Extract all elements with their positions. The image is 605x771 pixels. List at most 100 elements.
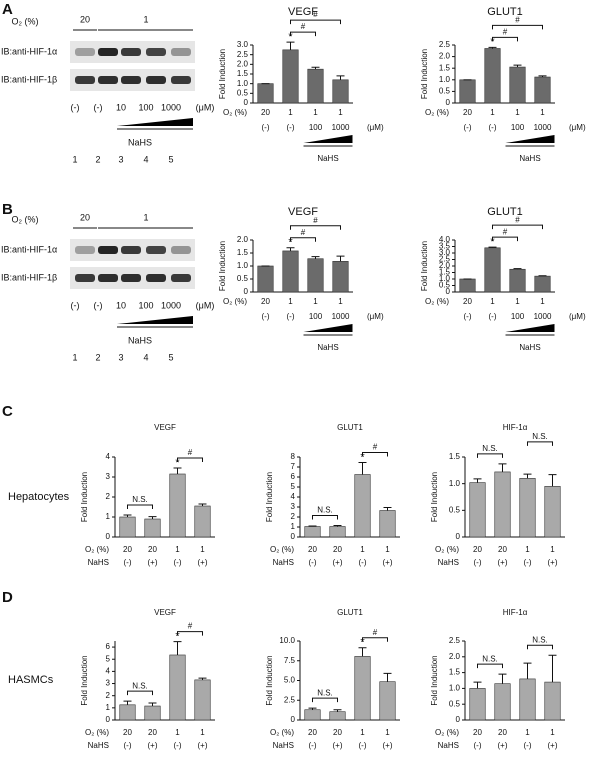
error-bar [383,507,392,511]
y-tick-label: 0 [244,98,249,107]
dose-label: 100 [138,300,153,310]
error-bar [358,647,367,657]
x-category: 20 [308,728,317,737]
y-tick-label: 3.0 [237,40,249,49]
significance-star: * [175,631,180,643]
bracket-label: N.S. [317,688,333,697]
bracket [477,453,503,458]
treatment-value: (-) [489,123,497,132]
bracket [290,237,316,242]
treatment-row-label: NaHS [88,558,109,567]
bar [282,250,299,293]
y-tick-label: 2 [106,492,111,501]
treatment-value: 1000 [534,123,552,132]
bar [194,505,211,538]
treatment-unit: (μM) [569,123,586,132]
treatment-value: (+) [148,558,158,567]
x-category: 20 [123,545,132,554]
treatment-unit: (μM) [367,123,384,132]
treatment-label: NaHS [317,343,338,352]
y-tick-label: 7 [291,462,296,471]
treatment-value: 1000 [332,123,350,132]
lane-number: 2 [95,352,100,362]
significance-star: * [490,36,495,48]
x-row-label: O₂ (%) [425,297,449,306]
significance-star: * [288,237,293,249]
dose-label: 1000 [161,300,181,310]
treatment-label: NaHS [128,335,152,345]
x-category: 20 [473,545,482,554]
y-tick-label: 0.5 [449,699,461,708]
o2-group: 1 [143,212,148,222]
bracket [477,663,503,669]
bar [534,76,551,104]
treatment-value: (-) [474,741,482,750]
bracket-label: # [515,15,520,24]
treatment-value: (+) [198,741,208,750]
bar [469,482,486,538]
bar [379,681,396,721]
x-category: 1 [550,728,555,737]
treatment-value: 100 [309,312,323,321]
chart-title: VEGF [154,423,176,432]
treatment-label: NaHS [128,137,152,147]
y-tick-label: 1 [291,522,296,531]
x-row-label: O₂ (%) [85,545,109,554]
bar [519,678,536,721]
bracket-label: # [373,443,378,452]
chart-title: VEGF [288,206,318,218]
y-tick-label: 2 [291,512,296,521]
y-tick-label: 3 [106,679,111,688]
band [98,246,118,254]
bar [459,278,476,293]
error-bar [538,75,547,78]
y-tick-label: 8 [291,452,296,461]
wedge [303,135,353,143]
error-bar [548,474,557,487]
y-tick-label: 0 [446,98,451,107]
bar [494,683,511,721]
bracket [290,31,316,37]
y-tick-label: 2 [106,691,111,700]
bracket-label: N.S. [132,681,148,690]
bar [544,681,561,721]
significance-star: * [360,637,365,649]
y-tick-label: 2.5 [237,50,249,59]
error-bar [173,467,182,474]
bar [469,688,486,721]
error-bar [358,462,367,475]
panel-letter: D [2,589,13,606]
treatment-value: (-) [524,741,532,750]
treatment-value: (-) [287,312,295,321]
chart-title: VEGF [288,6,318,18]
error-bar [383,672,392,682]
y-tick-label: 1.0 [237,79,249,88]
o2-group: 1 [143,14,148,24]
x-category: 20 [333,545,342,554]
x-category: 1 [313,108,318,117]
dose-label: 10 [116,102,126,112]
y-tick-label: 4 [291,492,296,501]
band [146,246,166,254]
lane-number: 2 [95,154,100,164]
error-bar [523,473,532,479]
significance-star: * [175,457,180,469]
error-bar [498,673,507,684]
x-category: 1 [175,545,180,554]
bar [332,261,349,293]
y-tick-label: 0.5 [439,281,451,290]
bracket [492,236,518,242]
bracket [362,637,388,642]
bar [119,516,136,538]
wedge [117,316,193,324]
lane-number: 5 [168,154,173,164]
x-category: 1 [360,545,365,554]
y-tick-label: 0 [291,532,296,541]
error-bar [308,707,317,710]
dose-label: 100 [138,102,153,112]
x-category: 1 [200,545,205,554]
x-category: 1 [288,297,293,306]
error-bar [123,514,132,517]
error-bar [548,654,557,683]
significance-star: * [288,31,293,43]
